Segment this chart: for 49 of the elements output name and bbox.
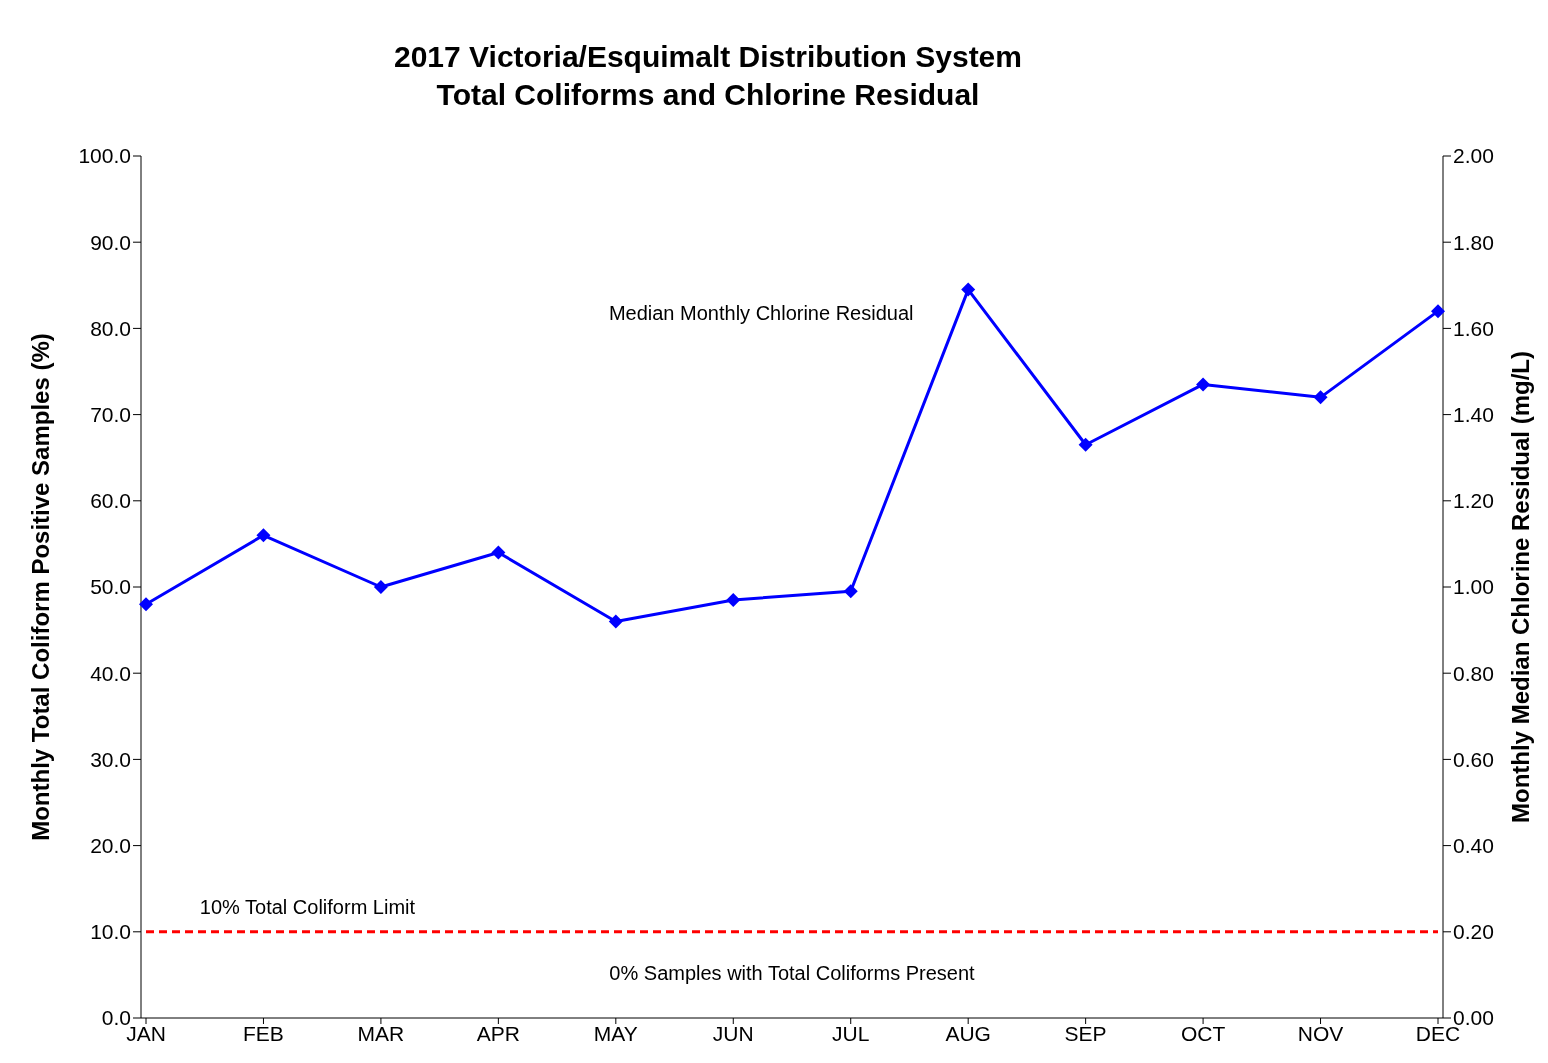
x-tick-label: FEB [243,1021,284,1045]
point [256,528,271,543]
x-tick-label: APR [476,1021,520,1045]
x-tick-label: SEP [1064,1021,1107,1045]
y-tick-label: 0.0 [101,1006,131,1030]
y-axis-title: Monthly Total Coliform Positive Samples (%) [27,333,55,841]
point [608,614,623,629]
y-tick-label: 80.0 [90,316,131,340]
x-tick-label: AUG [945,1021,991,1045]
series-label: Median Monthly Chlorine Residual [608,301,914,325]
y2-tick-label: 2.00 [1453,144,1494,168]
annotation: 0% Samples with Total Coliforms Present [608,962,976,985]
point [1431,304,1445,319]
y-tick-label: 10.0 [90,920,131,944]
y2-tick-label: 0.20 [1453,920,1494,944]
y-tick-label: 50.0 [90,575,131,599]
y2-tick-label: 1.00 [1453,575,1494,599]
y-tick-label: 40.0 [90,661,131,685]
x-tick-label: JUN [712,1021,754,1045]
y2-tick-label: 0.80 [1453,661,1494,685]
y2-axis-title: Monthly Median Chlorine Residual (mg/L) [1507,350,1535,824]
y-tick-label: 70.0 [90,403,131,427]
y-tick-label: 60.0 [90,489,131,513]
point [1196,377,1211,392]
y-tick-label: 30.0 [90,747,131,771]
point [961,282,976,297]
point [1078,437,1093,452]
x-tick-label: MAR [357,1021,405,1045]
x-tick-label: OCT [1180,1021,1226,1045]
y2-tick-label: 0.60 [1453,747,1494,771]
point [491,545,506,560]
y2-tick-label: 1.20 [1453,489,1494,513]
point [726,592,741,607]
point [1313,390,1328,405]
point [139,597,153,612]
y-tick-label: 100.0 [78,144,131,168]
point [373,580,388,594]
ref-line-label: 10% Total Coliform Limit [199,895,416,919]
y2-tick-label: 0.40 [1453,834,1494,858]
chart-title: 2017 Victoria/Esquimalt Distribution System Total Coliforms and Chlorine Residual [393,39,1023,113]
point [843,584,858,599]
y2-tick-label: 1.40 [1453,403,1494,427]
y-tick-label: 90.0 [90,230,131,254]
y2-tick-label: 1.80 [1453,230,1494,254]
x-tick-label: MAY [593,1021,638,1045]
y-tick-label: 20.0 [90,834,131,858]
x-tick-label: JUL [832,1021,870,1045]
x-tick-label: NOV [1297,1021,1344,1045]
y2-tick-label: 1.60 [1453,316,1494,340]
